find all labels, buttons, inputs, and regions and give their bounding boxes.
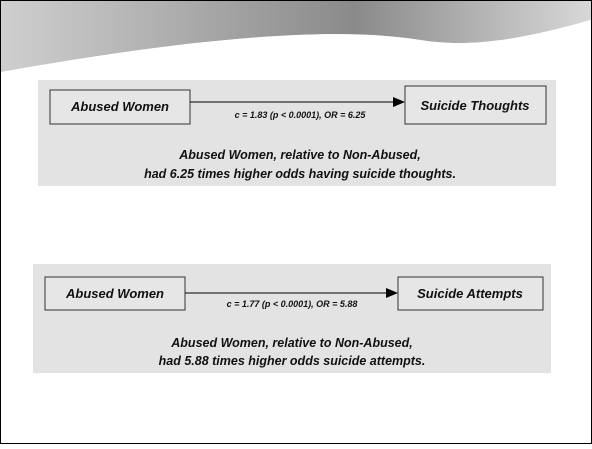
edge-label: c = 1.77 (p < 0.0001), OR = 5.88: [227, 299, 358, 309]
caption-line: Abused Women, relative to Non-Abused,: [178, 148, 420, 162]
arrow-head: [393, 97, 405, 107]
caption-line: had 6.25 times higher odds having suicid…: [144, 167, 456, 181]
edge-label: c = 1.83 (p < 0.0001), OR = 6.25: [235, 110, 367, 120]
arrow-head: [386, 288, 398, 298]
node-box: [49, 89, 191, 125]
node-box: [404, 85, 547, 125]
caption-line: Abused Women, relative to Non-Abused,: [170, 336, 412, 350]
header-highlight: [1, 20, 591, 80]
panel-2: Abused Women c = 1.77 (p < 0.0001), OR =…: [33, 264, 551, 373]
caption-line: had 5.88 times higher odds suicide attem…: [159, 354, 426, 368]
node-box: [44, 276, 186, 311]
node-label: Abused Women: [70, 99, 169, 114]
panel-1: Abused Women c = 1.83 (p < 0.0001), OR =…: [38, 80, 556, 186]
node-label: Suicide Thoughts: [420, 98, 529, 113]
node-label: Suicide Attempts: [417, 286, 523, 301]
node-box: [397, 276, 544, 311]
node-label: Abused Women: [65, 286, 164, 301]
header-swoosh: [1, 1, 591, 72]
